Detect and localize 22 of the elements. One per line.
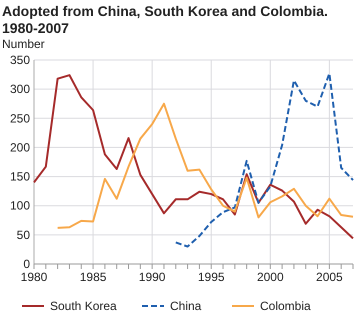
- y-axis-title: Number: [2, 37, 45, 51]
- y-tick-label: 100: [10, 198, 30, 213]
- x-tick-label: 1990: [138, 270, 166, 284]
- x-tick-label: 1985: [80, 270, 107, 284]
- legend-label: Colombia: [260, 299, 312, 313]
- y-tick-label: 250: [10, 111, 30, 126]
- chart-title: Adopted from China, South Korea and Colombia. 1980-2007: [2, 3, 328, 36]
- y-tick-label: 350: [10, 53, 30, 67]
- x-tick-label: 2000: [256, 270, 284, 284]
- y-tick-label: 200: [10, 140, 30, 154]
- line-series: [56, 102, 354, 229]
- x-tick-label: 2005: [316, 270, 344, 284]
- x-tick-label: 1995: [198, 270, 225, 284]
- y-tick-label: 150: [10, 170, 30, 184]
- legend-label: South Korea: [50, 299, 118, 313]
- x-tick-label: 1980: [20, 270, 48, 284]
- y-tick-label: 300: [10, 82, 30, 96]
- legend-label: China: [170, 299, 202, 313]
- y-tick-label: 0: [23, 257, 30, 271]
- y-tick-label: 50: [16, 228, 30, 242]
- line-series: [33, 74, 354, 240]
- line-series: [174, 72, 354, 248]
